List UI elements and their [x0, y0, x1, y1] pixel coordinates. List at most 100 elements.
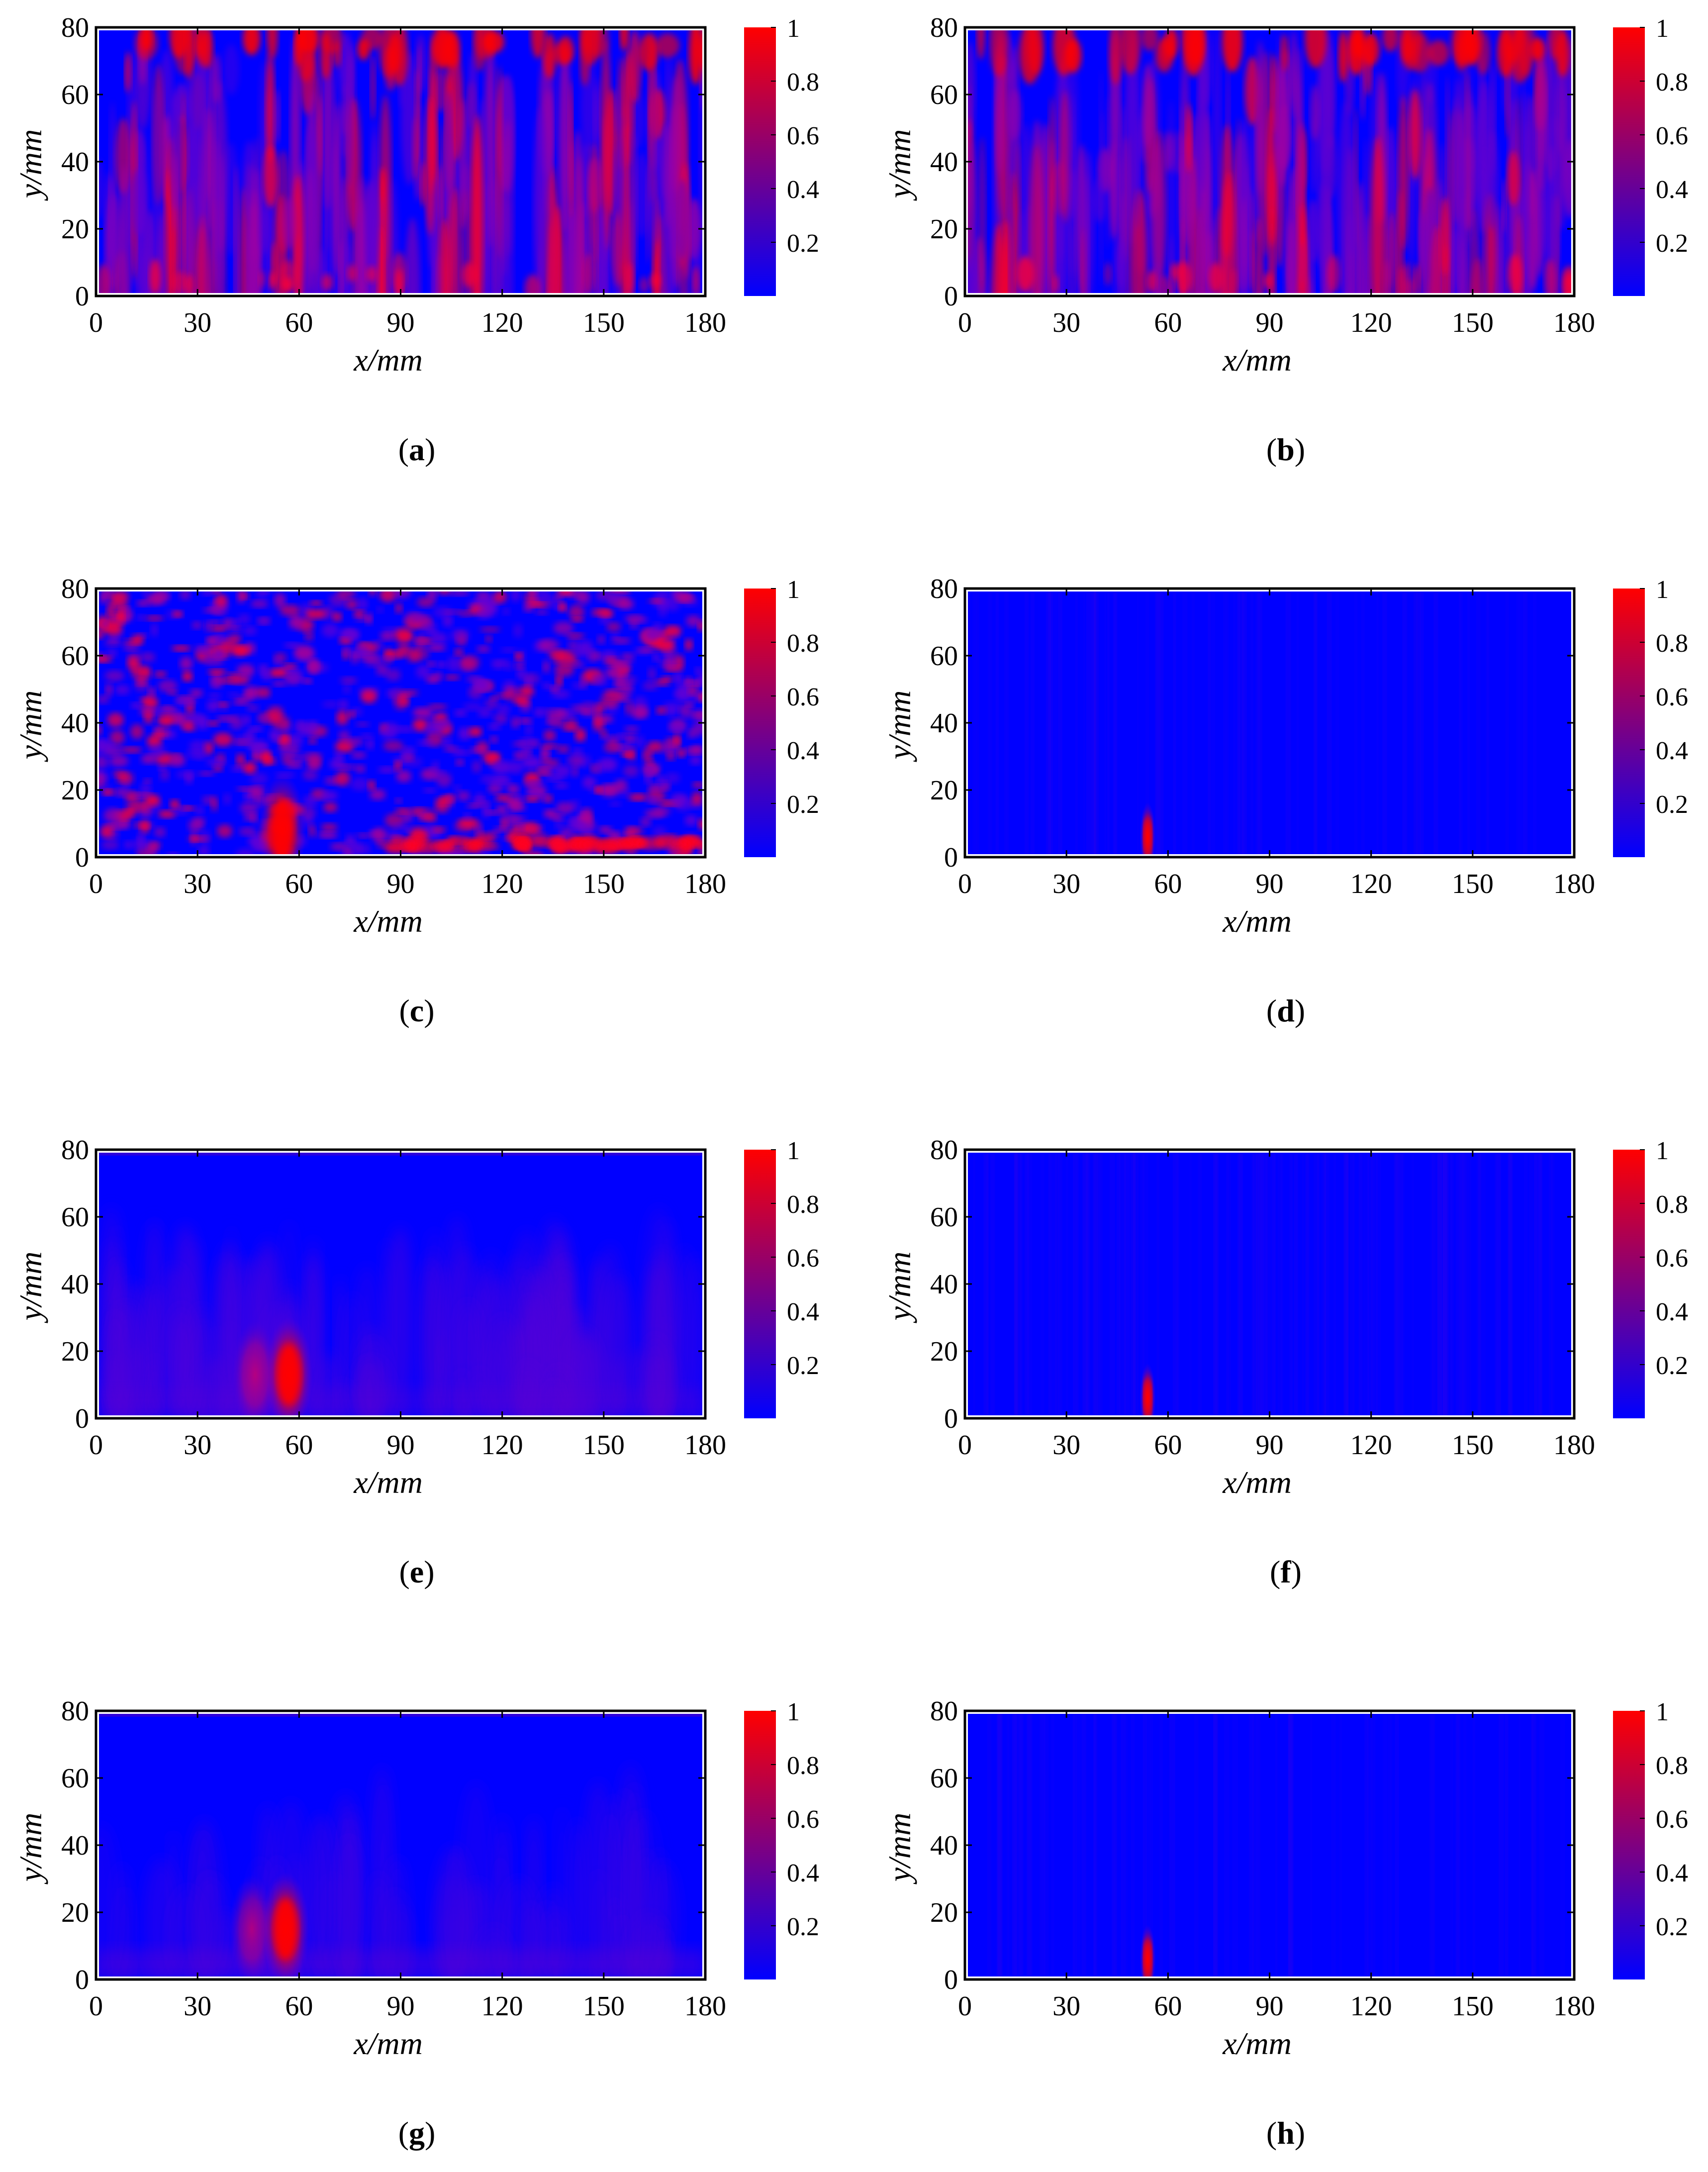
x-tick-label: 60 [285, 1991, 313, 2022]
x-tick-label: 120 [481, 1430, 523, 1461]
colorbar-tick-label: 0.8 [1656, 68, 1688, 97]
x-axis-label: x/mm [1222, 2026, 1292, 2061]
x-tick-label: 90 [1256, 307, 1284, 338]
heatmap-panel-h: 0 30 60 90 120 150 180 0 20 40 60 80 x/mm y/mm 0.2 0.4 0… [882, 1696, 1688, 2151]
colorbar-tick-label: 0.4 [787, 737, 819, 765]
x-tick-label: 90 [387, 307, 415, 338]
heatmap-panel-a: 0 30 60 90 120 150 180 0 20 40 60 80 x/mm y/mm 0.2 0.4 0… [13, 12, 819, 467]
colorbar-tick-label: 0.6 [1656, 1244, 1688, 1273]
y-tick-label: 20 [930, 775, 958, 806]
colorbar-tick-label: 0.4 [1656, 1859, 1688, 1887]
y-tick-label: 0 [944, 281, 958, 312]
colorbar-tick-label: 1 [1656, 576, 1669, 604]
x-tick-label: 90 [387, 869, 415, 899]
y-tick-label: 60 [61, 80, 89, 110]
heatmap-panel-b: 0 30 60 90 120 150 180 0 20 40 60 80 x/mm y/mm 0.2 0.4 0… [882, 12, 1688, 467]
x-tick-label: 60 [1154, 307, 1182, 338]
panel-label: (g) [398, 2115, 436, 2151]
x-tick-label: 60 [1154, 1991, 1182, 2022]
heatmap-field [965, 589, 1574, 857]
colorbar-tick-label: 0.8 [1656, 1190, 1688, 1219]
colorbar-tick-label: 0.4 [787, 1298, 819, 1326]
y-tick-label: 60 [930, 641, 958, 672]
y-axis-label: y/mm [13, 129, 48, 201]
y-tick-label: 40 [61, 708, 89, 739]
colorbar [1613, 1150, 1645, 1418]
y-tick-label: 0 [944, 842, 958, 873]
colorbar-tick-label: 0.6 [1656, 1805, 1688, 1834]
x-axis-label: x/mm [353, 342, 423, 378]
y-tick-label: 80 [930, 1696, 958, 1727]
y-axis-label: y/mm [13, 1813, 48, 1885]
x-axis-label: x/mm [1222, 903, 1292, 939]
x-axis-label: x/mm [353, 2026, 423, 2061]
heatmap-texture [96, 1150, 705, 1418]
x-tick-label: 0 [89, 1430, 103, 1461]
colorbar [744, 27, 776, 296]
colorbar-tick-label: 0.6 [787, 1244, 819, 1273]
heatmap-texture [965, 1150, 1554, 1418]
y-tick-label: 60 [61, 641, 89, 672]
y-tick-label: 40 [61, 147, 89, 178]
panel-label: (h) [1266, 2115, 1305, 2151]
colorbar-tick-label: 0.4 [787, 176, 819, 204]
heatmap-panel-f: 0 30 60 90 120 150 180 0 20 40 60 80 x/mm y/mm 0.2 0.4 0… [882, 1135, 1688, 1589]
x-tick-label: 30 [184, 1991, 211, 2022]
x-tick-label: 180 [1553, 1430, 1595, 1461]
x-tick-label: 0 [958, 307, 972, 338]
colorbar-tick-label: 0.2 [1656, 790, 1688, 819]
heatmap-texture [96, 27, 705, 296]
x-tick-label: 60 [285, 307, 313, 338]
x-tick-label: 30 [1052, 869, 1080, 899]
colorbar-tick-label: 0.8 [787, 629, 819, 658]
colorbar-tick-label: 0.2 [1656, 229, 1688, 258]
colorbar [1613, 1711, 1645, 1979]
y-tick-label: 40 [930, 147, 958, 178]
x-tick-label: 90 [1256, 1991, 1284, 2022]
x-tick-label: 150 [1452, 869, 1494, 899]
colorbar-tick-label: 0.2 [787, 1913, 819, 1941]
x-tick-label: 0 [958, 1430, 972, 1461]
y-tick-label: 40 [61, 1830, 89, 1861]
x-tick-label: 30 [184, 869, 211, 899]
y-tick-label: 80 [61, 12, 89, 43]
heatmap-field [965, 1711, 1574, 1979]
colorbar-tick-label: 0.4 [1656, 1298, 1688, 1326]
x-tick-label: 0 [89, 307, 103, 338]
x-tick-label: 180 [1553, 869, 1595, 899]
y-tick-label: 0 [75, 1965, 89, 1995]
y-tick-label: 20 [930, 1897, 958, 1928]
colorbar-tick-label: 1 [1656, 1698, 1669, 1726]
panel-label: (f) [1270, 1554, 1302, 1589]
colorbar [744, 1150, 776, 1418]
x-tick-label: 180 [1553, 307, 1595, 338]
y-axis-label: y/mm [882, 1813, 917, 1885]
y-tick-label: 40 [930, 1269, 958, 1300]
x-tick-label: 180 [1553, 1991, 1595, 2022]
x-tick-label: 120 [1350, 307, 1392, 338]
x-tick-label: 180 [684, 1991, 726, 2022]
x-tick-label: 150 [583, 1991, 625, 2022]
x-tick-label: 120 [481, 307, 523, 338]
x-axis-label: x/mm [353, 1465, 423, 1500]
colorbar-tick-label: 0.2 [1656, 1352, 1688, 1380]
x-tick-label: 90 [387, 1430, 415, 1461]
x-tick-label: 120 [481, 869, 523, 899]
panel-label: (c) [399, 993, 434, 1028]
x-tick-label: 30 [1052, 1991, 1080, 2022]
y-tick-label: 20 [61, 775, 89, 806]
panel-label: (e) [399, 1554, 434, 1589]
y-tick-label: 0 [944, 1965, 958, 1995]
y-tick-label: 20 [61, 1897, 89, 1928]
colorbar-tick-label: 0.2 [787, 1352, 819, 1380]
heatmap-texture [96, 589, 705, 857]
colorbar-tick-label: 0.6 [787, 122, 819, 150]
y-tick-label: 0 [75, 1403, 89, 1434]
y-tick-label: 20 [61, 1336, 89, 1367]
x-tick-label: 150 [1452, 307, 1494, 338]
y-axis-label: y/mm [882, 1252, 917, 1324]
y-tick-label: 80 [61, 1135, 89, 1166]
colorbar-tick-label: 0.8 [1656, 1752, 1688, 1780]
x-tick-label: 180 [684, 869, 726, 899]
